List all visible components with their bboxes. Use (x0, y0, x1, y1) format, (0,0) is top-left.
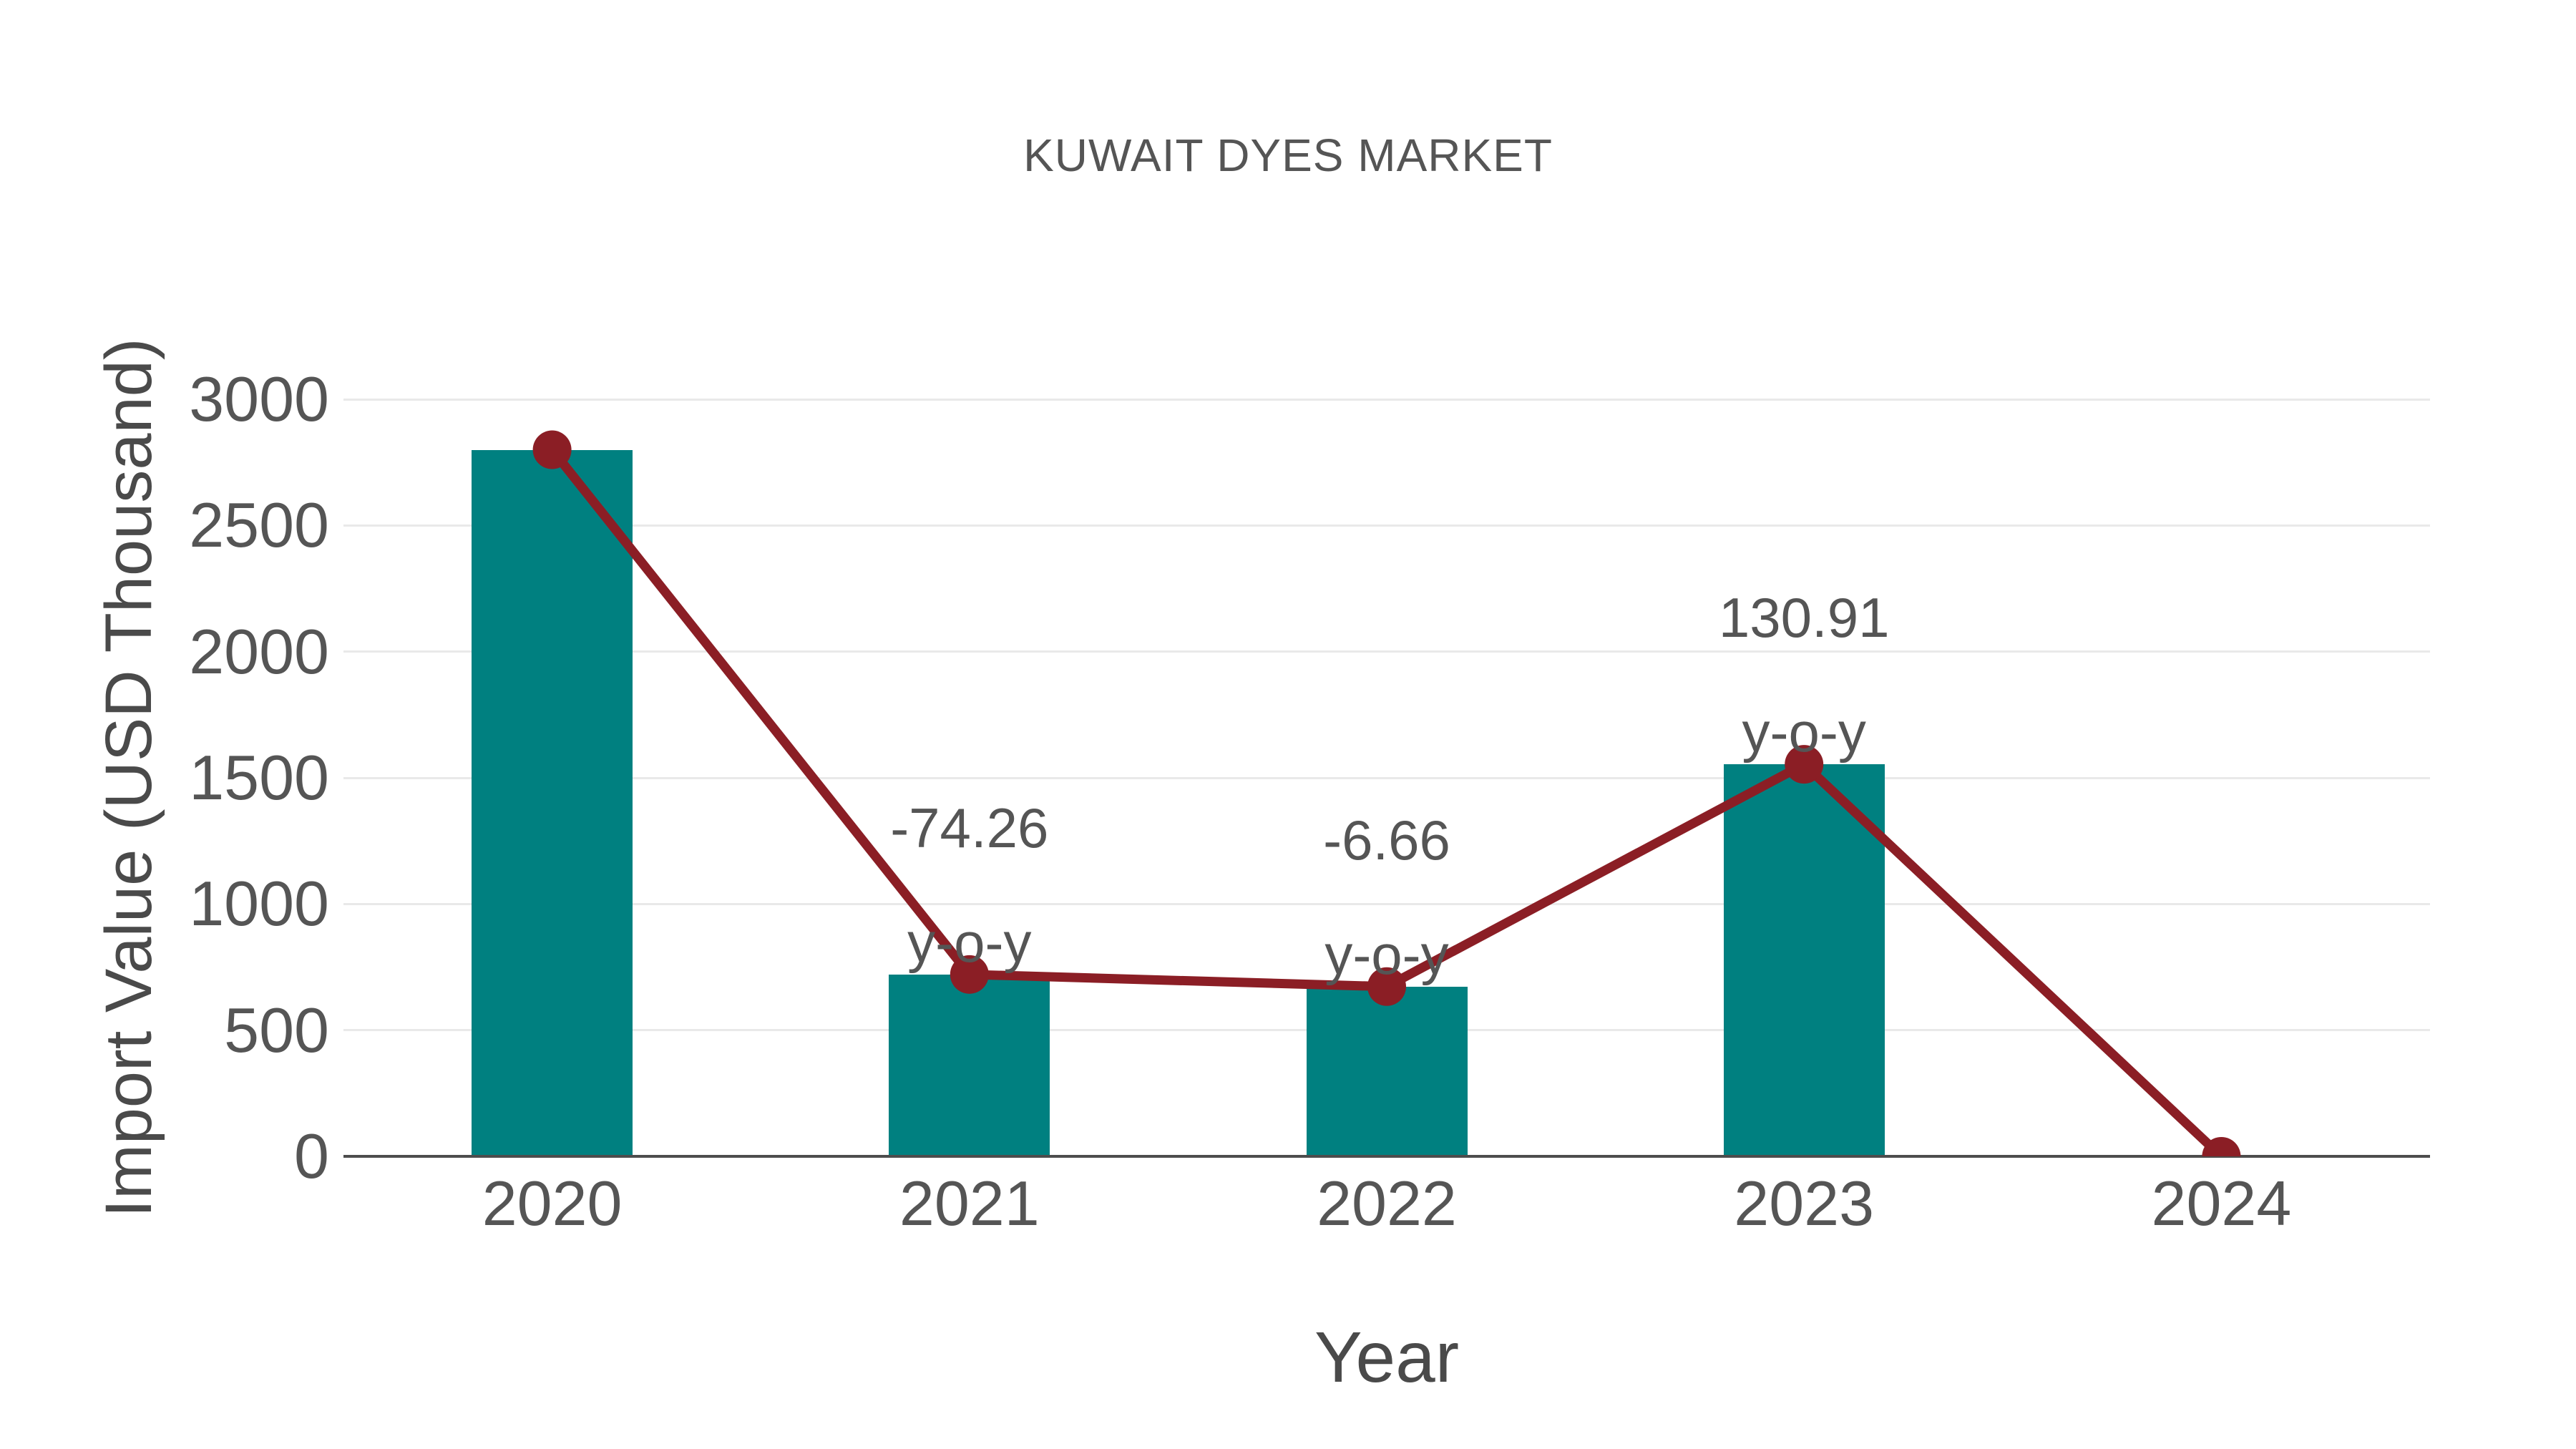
yoy-annotation: -74.26 y-o-y (748, 771, 1191, 1000)
x-axis-title: Year (1314, 1317, 1460, 1397)
y-tick-label: 2500 (189, 489, 329, 561)
y-tick-label: 1500 (189, 742, 329, 813)
yoy-value: 130.91 (1718, 586, 1890, 650)
x-tick-label: 2020 (482, 1168, 623, 1239)
chart-title: KUWAIT DYES MARKET (1023, 130, 1553, 181)
data-point-marker (533, 431, 572, 469)
y-tick-label: 1000 (189, 868, 329, 940)
x-tick-label: 2023 (1734, 1168, 1875, 1239)
yoy-suffix: y-o-y (1324, 922, 1449, 986)
yoy-value: -6.66 (1323, 808, 1450, 872)
bar (889, 974, 1050, 1156)
bar (1306, 986, 1468, 1156)
y-tick-label: 3000 (189, 364, 329, 434)
gridline (343, 524, 2430, 527)
yoy-value: -74.26 (890, 796, 1049, 859)
bar (1723, 764, 1885, 1156)
yoy-annotation: -6.66 y-o-y (1165, 783, 1609, 1012)
y-tick-label: 500 (224, 994, 329, 1065)
yoy-suffix: y-o-y (907, 910, 1032, 974)
y-tick-label: 0 (294, 1121, 329, 1191)
data-point-marker (1367, 967, 1406, 1006)
x-axis-line (343, 1155, 2430, 1158)
gridline (343, 902, 2430, 905)
yoy-annotation: 130.91 y-o-y (1582, 560, 2026, 789)
gridline (343, 398, 2430, 401)
x-tick-label: 2021 (899, 1168, 1040, 1239)
x-tick-label: 2024 (2151, 1168, 2292, 1239)
data-point-marker (1785, 745, 1823, 784)
bar (472, 449, 633, 1156)
x-tick-label: 2022 (1317, 1168, 1457, 1239)
gridline (343, 776, 2430, 779)
y-tick-label: 2000 (189, 615, 329, 687)
gridline (343, 650, 2430, 653)
data-point-marker (950, 955, 989, 994)
yoy-suffix: y-o-y (1742, 701, 1866, 764)
